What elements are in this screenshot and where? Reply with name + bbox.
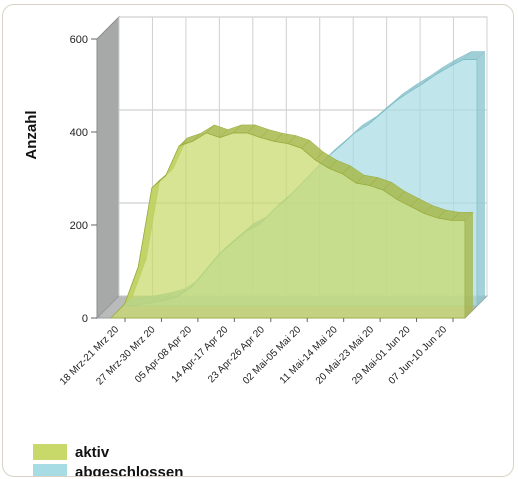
legend-swatch-aktiv <box>33 444 67 460</box>
x-tick-label: 18 Mrz-21 Mrz 20 <box>58 324 121 387</box>
legend-swatch-abgeschlossen <box>33 464 67 476</box>
chart-panel: 0 200 400 600 18 Mrz-21 Mrz 20 27 Mrz-30 Mrz … <box>2 4 514 477</box>
y-axis-title: Anzahl <box>23 110 40 160</box>
legend: aktiv abgeschlossen <box>33 443 184 477</box>
legend-label-aktiv: aktiv <box>75 443 110 461</box>
legend-item-aktiv: aktiv <box>33 443 183 461</box>
area-end-abgeschlossen <box>477 51 485 306</box>
area-end-aktiv <box>465 212 473 318</box>
legend-item-abgeschlossen: abgeschlossen <box>33 463 184 477</box>
y-tick-label: 600 <box>70 34 88 46</box>
side-wall <box>96 15 120 320</box>
y-tick-label: 200 <box>70 220 88 232</box>
legend-label-abgeschlossen: abgeschlossen <box>75 463 184 477</box>
area-aktiv <box>110 132 466 319</box>
y-tick-label: 0 <box>82 313 88 325</box>
y-tick-label: 400 <box>70 127 88 139</box>
